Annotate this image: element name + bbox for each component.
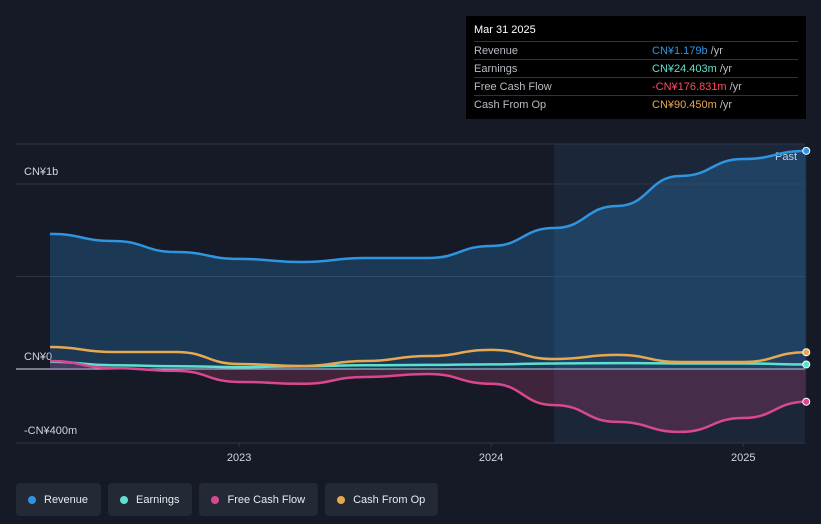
tooltip-unit: /yr [719,98,733,111]
series-area [50,150,807,369]
series-line [50,345,807,368]
y-tick-label: -CN¥400m [24,425,77,437]
tooltip-unit: /yr [710,44,723,57]
tooltip-row: Free Cash Flow -CN¥176.831m/yr [474,77,798,95]
tooltip-value: -CN¥176.831m [652,80,727,93]
tooltip-label: Revenue [474,44,519,57]
series-line [50,149,807,264]
tooltip-row: Cash From Op CN¥90.450m/yr [474,95,798,113]
tooltip-label: Free Cash Flow [474,80,552,93]
series-line [50,360,807,369]
legend-item[interactable]: Cash From Op [325,483,439,516]
legend-dot [120,495,129,504]
tooltip-value: CN¥24.403m [652,62,717,75]
legend-label: Revenue [44,493,89,506]
tooltip-value: CN¥90.450m [652,98,717,111]
tooltip-row: Revenue CN¥1.179b/yr [474,41,798,59]
end-point [802,360,811,369]
legend-dot [211,495,220,504]
series-area [50,361,807,432]
legend-label: Free Cash Flow [227,493,306,506]
legend-dot [337,495,346,504]
end-point [802,348,811,357]
tooltip-date: Mar 31 2025 [474,24,536,36]
tooltip-unit: /yr [729,80,742,93]
past-region [554,144,805,443]
tooltip: Mar 31 2025 Revenue CN¥1.179b/yr Earnings C… [466,16,806,119]
x-tick-label: 2024 [479,452,503,464]
tooltip-label: Earnings [474,62,518,75]
y-tick-label: CN¥0 [24,351,52,363]
tooltip-value: CN¥1.179b [652,44,708,57]
tooltip-label: Cash From Op [474,98,547,111]
legend-label: Cash From Op [353,493,426,506]
end-point [802,397,811,406]
tooltip-unit: /yr [719,62,733,75]
y-tick-label: CN¥1b [24,166,58,178]
legend-label: Earnings [136,493,180,506]
legend: Revenue Earnings Free Cash Flow Cash From O… [16,483,439,516]
x-tick-label: 2023 [227,452,251,464]
end-point [802,146,811,155]
legend-item[interactable]: Free Cash Flow [199,483,319,516]
x-tick-label: 2025 [731,452,755,464]
tooltip-row: Earnings CN¥24.403m/yr [474,59,798,77]
legend-item[interactable]: Earnings [108,483,193,516]
series-line [50,359,807,434]
legend-dot [28,495,36,504]
legend-item[interactable]: Revenue [16,483,102,516]
